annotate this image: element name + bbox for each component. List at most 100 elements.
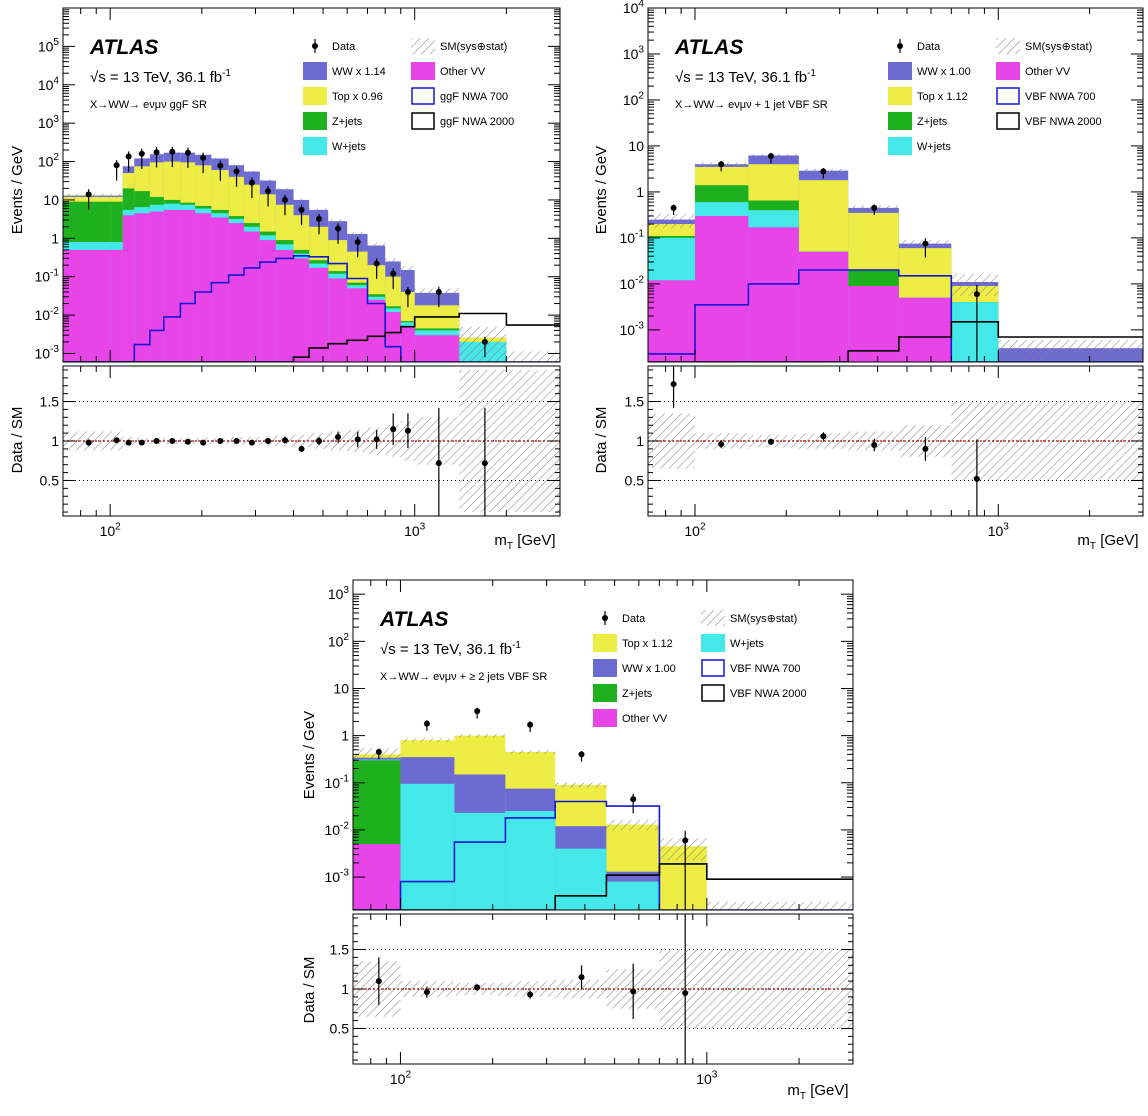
ratio-point — [335, 434, 342, 441]
legend-label-sm: SM(sys⊕stat) — [1025, 41, 1092, 53]
y-tick-label: 10-3 — [34, 344, 59, 361]
sm-uncertainty-band — [506, 351, 560, 362]
legend-swatch-zjets — [593, 684, 617, 702]
sm-uncertainty-band — [998, 340, 1143, 362]
data-point — [281, 196, 288, 203]
y-tick-label: 1 — [51, 230, 59, 246]
legend-line-nwa700 — [411, 87, 435, 105]
y-tick-label-base: 10 — [38, 115, 54, 131]
data-point — [481, 338, 488, 345]
data-point — [125, 153, 132, 160]
atlas-label: ATLAS — [674, 36, 743, 59]
y-tick-label: 102 — [38, 152, 60, 169]
ratio-uncertainty-band — [293, 434, 310, 448]
legend-line-nwa2000 — [996, 112, 1020, 130]
stack-bar-othervv — [694, 215, 749, 362]
y-tick-label-exp: -2 — [50, 306, 59, 317]
legend-label-othervv: Other VV — [1025, 66, 1071, 78]
y-tick-label: 103 — [623, 45, 645, 62]
stack-bar-othervv — [134, 213, 150, 362]
data-point — [354, 239, 361, 246]
y-tick-label: 10-2 — [34, 306, 59, 323]
ratio-point — [184, 438, 191, 445]
ratio-point — [200, 439, 207, 446]
sm-uncertainty-band — [309, 208, 329, 212]
data-point — [390, 270, 397, 277]
signal-line-nwa2000 — [353, 863, 853, 910]
sm-uncertainty-band — [555, 782, 607, 788]
y-tick-label-exp: -2 — [635, 275, 644, 286]
sm-uncertainty-band — [243, 170, 260, 173]
sm-uncertainty-band — [400, 266, 415, 275]
ratio-point — [113, 437, 120, 444]
x-tick-label-exp: 3 — [420, 522, 426, 533]
legend-label-nwa700: VBF NWA 700 — [730, 663, 801, 675]
legend-label-top: Top x 1.12 — [622, 638, 673, 650]
ratio-point — [435, 460, 442, 467]
y-tick-label-base: 10 — [623, 92, 639, 108]
sm-uncertainty-band — [459, 326, 507, 362]
sm-uncertainty-band — [347, 231, 368, 237]
data-point — [298, 206, 305, 213]
stack-bar-othervv — [122, 215, 135, 362]
sm-uncertainty-band — [385, 258, 401, 266]
stack-bar-othervv — [163, 209, 181, 362]
data-point — [316, 215, 323, 222]
x-axis-label: mT [GeV] — [1077, 532, 1138, 552]
y-tick-label-exp: -2 — [340, 821, 349, 832]
stack-bar-wjets — [454, 812, 506, 910]
y-tick-label-exp: 3 — [343, 585, 349, 596]
x-tick-label-base: 10 — [684, 523, 700, 539]
ratio-y-axis-label: Data / SM — [301, 957, 318, 1024]
y-tick-label-exp: -3 — [340, 868, 349, 879]
y-tick-label: 10-1 — [324, 773, 349, 790]
stack-bar-othervv — [748, 227, 799, 362]
y-tick-label-base: 10 — [38, 154, 54, 170]
x-tick-label-base: 10 — [100, 523, 116, 539]
x-tick-label-base: 10 — [404, 523, 420, 539]
y-tick-label-base: 10 — [628, 138, 644, 154]
ratio-y-tick-label: 1 — [51, 433, 59, 449]
energy-label: √s = 13 TeV, 36.1 fb-1 — [380, 640, 521, 658]
legend-label-nwa2000: VBF NWA 2000 — [730, 688, 807, 700]
x-tick-label: 103 — [696, 1070, 718, 1087]
sm-uncertainty-band — [606, 819, 660, 831]
y-tick-label-base: 10 — [34, 269, 50, 285]
legend-swatch-ww — [593, 659, 617, 677]
y-tick-label-base: 10 — [324, 869, 340, 885]
sm-uncertainty-band — [505, 750, 556, 755]
legend-line-nwa2000 — [411, 112, 435, 130]
legend-label-sm: SM(sys⊕stat) — [730, 613, 797, 625]
ratio-point — [298, 445, 305, 452]
data-point — [375, 748, 382, 755]
data-point — [922, 240, 929, 247]
stack-bar-othervv — [63, 249, 111, 362]
data-point — [973, 291, 980, 298]
legend-swatch-ww — [303, 62, 327, 80]
energy-label-sup: -1 — [807, 68, 816, 79]
y-tick-label-exp: 2 — [53, 152, 59, 163]
y-tick-label: 102 — [623, 91, 645, 108]
y-tick-label-exp: -1 — [635, 229, 644, 240]
legend-label-zjets: Z+jets — [332, 116, 363, 128]
ratio-plot-area — [353, 914, 853, 1064]
data-point — [113, 162, 120, 169]
x-axis-label-unit: [GeV] — [1096, 532, 1139, 549]
y-tick-label-exp: -1 — [50, 267, 59, 278]
y-tick-label: 104 — [38, 75, 60, 92]
ratio-point — [973, 475, 980, 482]
x-tick-label-base: 10 — [696, 1071, 712, 1087]
y-tick-label: 10-3 — [324, 868, 349, 885]
sm-uncertainty-band — [293, 198, 310, 202]
stack-bar-wjets — [505, 811, 556, 910]
sm-uncertainty-band — [951, 273, 999, 296]
y-tick-label-base: 10 — [34, 345, 50, 361]
legend-hatch-swatch — [411, 38, 435, 54]
y-tick-label-base: 10 — [619, 276, 635, 292]
data-point — [233, 168, 240, 175]
ratio-point — [281, 437, 288, 444]
data-point — [85, 191, 92, 198]
ratio-uncertainty-band — [555, 979, 607, 999]
data-point — [670, 204, 677, 211]
